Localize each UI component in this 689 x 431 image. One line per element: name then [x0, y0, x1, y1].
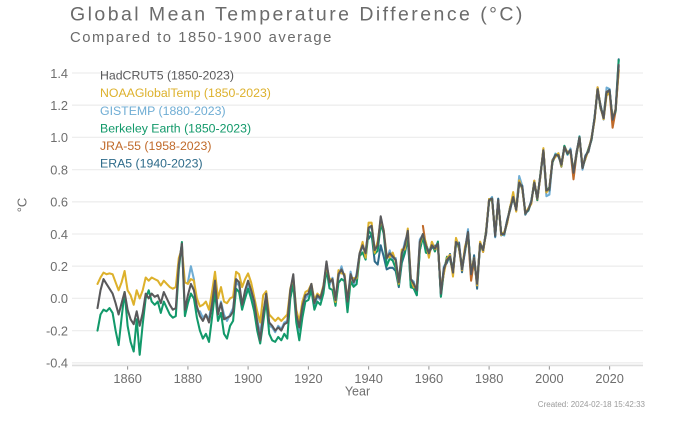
svg-text:NOAAGlobalTemp (1850-2023): NOAAGlobalTemp (1850-2023) [100, 86, 271, 100]
svg-text:1.0: 1.0 [50, 130, 68, 145]
svg-text:2020: 2020 [595, 371, 623, 386]
svg-text:1.4: 1.4 [50, 66, 68, 81]
svg-text:1980: 1980 [475, 371, 503, 386]
svg-text:HadCRUT5 (1850-2023): HadCRUT5 (1850-2023) [100, 69, 234, 83]
svg-text:1900: 1900 [234, 371, 262, 386]
svg-text:1860: 1860 [113, 371, 141, 386]
svg-text:JRA-55 (1958-2023): JRA-55 (1958-2023) [100, 139, 211, 153]
svg-text:2000: 2000 [535, 371, 563, 386]
svg-text:Compared to 1850-1900 average: Compared to 1850-1900 average [70, 30, 333, 46]
svg-text:Global Mean Temperature Differ: Global Mean Temperature Difference (°C) [70, 4, 525, 26]
svg-text:0.2: 0.2 [50, 259, 68, 274]
svg-text:1940: 1940 [354, 371, 382, 386]
svg-text:Berkeley Earth (1850-2023): Berkeley Earth (1850-2023) [100, 121, 251, 135]
svg-text:-0.2: -0.2 [46, 323, 68, 338]
svg-text:ERA5 (1940-2023): ERA5 (1940-2023) [100, 157, 203, 171]
svg-text:GISTEMP (1880-2023): GISTEMP (1880-2023) [100, 104, 226, 118]
svg-text:1880: 1880 [174, 371, 202, 386]
svg-text:0.6: 0.6 [50, 195, 68, 210]
svg-text:0.8: 0.8 [50, 162, 68, 177]
svg-text:0.0: 0.0 [50, 291, 68, 306]
svg-text:Year: Year [345, 385, 370, 399]
svg-text:-0.4: -0.4 [46, 356, 68, 371]
svg-text:1920: 1920 [294, 371, 322, 386]
svg-text:Created: 2024-02-18 15:42:33: Created: 2024-02-18 15:42:33 [538, 400, 646, 409]
svg-text:0.4: 0.4 [50, 227, 68, 242]
svg-text:1.2: 1.2 [50, 98, 68, 113]
svg-text:°C: °C [15, 198, 30, 213]
svg-text:1960: 1960 [415, 371, 443, 386]
